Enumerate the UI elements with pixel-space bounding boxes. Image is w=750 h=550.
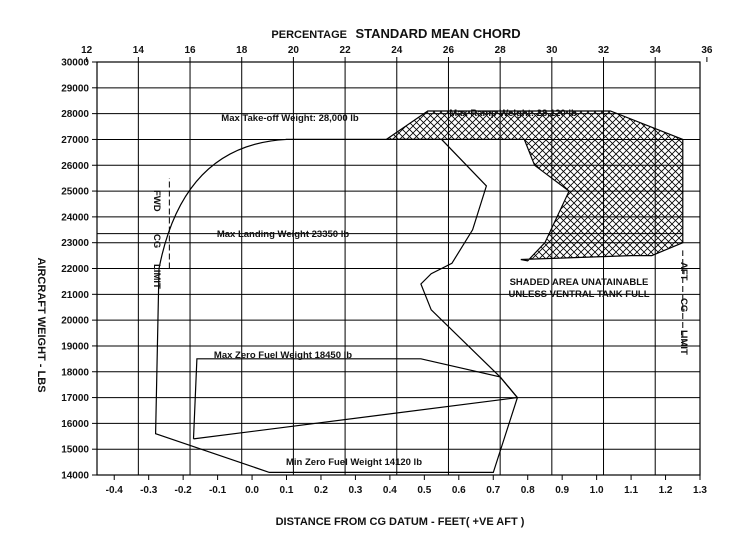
top-tick-label: 28 [495,45,507,56]
top-tick-label: 20 [288,45,300,56]
max-zero-fuel-line [192,358,519,440]
x-tick-label: 0.5 [417,485,431,496]
y-tick-label: 21000 [61,290,89,301]
y-tick-label: 29000 [61,83,89,94]
top-tick-label: 22 [340,45,352,56]
max-ramp-label: Max Ramp Weight: 28,120 lb [449,108,577,119]
chart-title-main: STANDARD MEAN CHORD [355,26,520,41]
x-tick-label: 0.7 [486,485,500,496]
x-tick-label: -0.2 [175,485,193,496]
top-tick-label: 34 [650,45,662,56]
envelope-layer [97,138,684,473]
x-tick-label: -0.4 [106,485,124,496]
y-tick-label: 25000 [61,187,89,198]
x-tick-label: 0.4 [383,485,397,496]
aft-cg-word-cg: CG [678,298,689,312]
y-axis-label: AIRCRAFT WEIGHT - LBS [35,257,47,392]
x-tick-label: 1.1 [624,485,638,496]
y-tick-label: 27000 [61,135,89,146]
max-landing-label: Max Landing Weight 23350 lb [217,229,350,240]
y-tick-label: 19000 [61,341,89,352]
y-tick-label: 14000 [61,471,89,482]
x-tick-label: 1.3 [693,485,707,496]
x-tick-label: 0.0 [245,485,259,496]
max-zero-fuel-label: Max Zero Fuel Weight 18450 lb [214,350,352,361]
y-tick-label: 17000 [61,393,89,404]
x-tick-label: 1.0 [590,485,604,496]
chart-title-prefix: PERCENTAGE [271,29,347,41]
y-tick-label: 30000 [61,58,89,69]
x-tick-label: -0.3 [140,485,158,496]
x-tick-label: 1.2 [659,485,673,496]
x-tick-label: 0.6 [452,485,466,496]
x-tick-label: 0.2 [314,485,328,496]
shaded-region [384,110,684,262]
top-tick-label: 14 [133,45,145,56]
shaded-area-note-line2: UNLESS VENTRAL TANK FULL [508,289,649,300]
top-tick-label: 36 [701,45,713,56]
y-tick-label: 26000 [61,161,89,172]
x-tick-label: -0.1 [209,485,227,496]
chart-title: PERCENTAGE STANDARD MEAN CHORD [271,25,520,42]
x-axis-label: DISTANCE FROM CG DATUM - FEET( +VE AFT ) [276,516,525,528]
fwd-cg-word-cg: CG [151,234,162,248]
cg-envelope-line [154,138,519,473]
top-tick-label: 24 [391,45,403,56]
top-tick-label: 12 [81,45,93,56]
top-tick-label: 26 [443,45,455,56]
top-tick-label: 18 [236,45,248,56]
shaded-area-note-line1: SHADED AREA UNATAINABLE [510,277,649,288]
x-tick-label: 0.9 [555,485,569,496]
y-tick-label: 24000 [61,212,89,223]
aft-cg-word-limit: LIMIT [678,330,689,355]
min-zero-fuel-label: Min Zero Fuel Weight 14120 lb [286,457,422,468]
y-tick-label: 15000 [61,445,89,456]
top-tick-label: 32 [598,45,610,56]
x-tick-label: 0.8 [521,485,535,496]
y-tick-label: 20000 [61,316,89,327]
aft-cg-word-aft: AFT [678,262,689,281]
top-tick-label: 30 [546,45,558,56]
top-tick-label: 16 [184,45,196,56]
y-tick-label: 18000 [61,367,89,378]
y-tick-label: 28000 [61,109,89,120]
shaded-region-layer [384,110,684,262]
x-tick-label: 0.1 [280,485,294,496]
fwd-cg-word-fwd: FWD [151,190,162,212]
y-tick-label: 22000 [61,264,89,275]
fwd-cg-word-limit: LIMIT [151,264,162,289]
y-tick-label: 23000 [61,238,89,249]
x-tick-label: 0.3 [348,485,362,496]
y-tick-label: 16000 [61,419,89,430]
max-takeoff-label: Max Take-off Weight: 28,000 lb [221,113,359,124]
tick-labels: -0.4 -0.3 -0.2 -0.1 0.0 0.1 0.2 0.3 0.4 0.5 0.6 0.7… [61,45,713,496]
